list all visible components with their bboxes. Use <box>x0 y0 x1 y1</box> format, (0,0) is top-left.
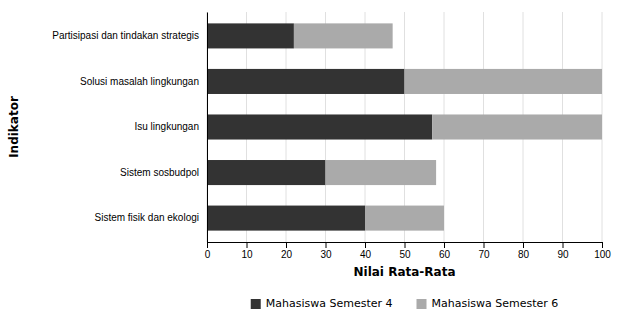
tick: 40 <box>360 242 372 260</box>
tick-label: 50 <box>399 249 411 260</box>
legend-label: Mahasiswa Semester 6 <box>432 297 559 310</box>
y-axis-title: Indikator <box>7 96 21 158</box>
tick: Partisipasi dan tindakan strategis <box>52 30 207 41</box>
bar <box>207 23 294 48</box>
bar <box>365 206 444 231</box>
tick-mark <box>602 242 603 248</box>
tick-label: 70 <box>478 249 490 260</box>
tick: Sistem sosbudpol <box>120 167 207 178</box>
tick-label: Isu lingkungan <box>135 121 200 132</box>
chart: 0 10 20 30 40 50 60 70 80 90 100 Sistem fisik dan e… <box>0 0 624 318</box>
tick: Isu lingkungan <box>135 121 208 132</box>
legend-item: Mahasiswa Semester 6 <box>417 297 559 310</box>
tick-label: 0 <box>205 249 211 260</box>
tick-label: 90 <box>557 249 569 260</box>
x-axis: 0 10 20 30 40 50 60 70 80 90 100 <box>205 242 612 260</box>
tick: 60 <box>439 242 451 260</box>
legend-swatch <box>251 299 261 309</box>
tick-mark <box>286 242 287 248</box>
tick: 30 <box>320 242 332 260</box>
tick-mark <box>523 242 524 248</box>
bar <box>207 206 365 231</box>
tick: 0 <box>205 242 211 260</box>
grid-line <box>207 12 208 242</box>
tick-mark <box>365 242 366 248</box>
legend-swatch <box>417 299 427 309</box>
tick: Sistem fisik dan ekologi <box>95 212 208 223</box>
axis-line <box>207 13 208 243</box>
legend: Mahasiswa Semester 4 Mahasiswa Semester 6 <box>251 297 559 310</box>
y-axis: Sistem fisik dan ekologi Sistem sosbudpol… <box>52 13 207 243</box>
tick-mark <box>444 242 445 248</box>
tick-mark <box>207 242 208 248</box>
tick: Solusi masalah lingkungan <box>80 76 207 87</box>
tick-label: Solusi masalah lingkungan <box>80 76 199 87</box>
series <box>207 23 432 230</box>
tick: 80 <box>518 242 530 260</box>
tick-label: 10 <box>241 249 253 260</box>
tick: 10 <box>241 242 253 260</box>
bar <box>207 160 326 185</box>
tick: 70 <box>478 242 490 260</box>
tick: 90 <box>557 242 569 260</box>
grid <box>207 12 602 242</box>
tick-mark <box>484 242 485 248</box>
x-axis-title: Nilai Rata-Rata <box>354 265 456 279</box>
bar <box>207 69 405 94</box>
tick-label: 40 <box>360 249 372 260</box>
legend-label: Mahasiswa Semester 4 <box>266 297 393 310</box>
tick-label: 30 <box>320 249 332 260</box>
tick-label: 100 <box>594 249 611 260</box>
tick-label: Sistem fisik dan ekologi <box>95 212 200 223</box>
tick: 20 <box>281 242 293 260</box>
tick-label: Partisipasi dan tindakan strategis <box>52 30 199 41</box>
tick-mark <box>326 242 327 248</box>
tick-label: 20 <box>281 249 293 260</box>
bars <box>207 23 602 230</box>
tick: 50 <box>399 242 411 260</box>
plot: 0 10 20 30 40 50 60 70 80 90 100 Sistem fisik dan e… <box>52 12 611 279</box>
bar <box>405 69 603 94</box>
tick-mark <box>563 242 564 248</box>
legend-item: Mahasiswa Semester 4 <box>251 297 393 310</box>
tick-label: 80 <box>518 249 530 260</box>
bar <box>432 114 602 139</box>
axis-line <box>208 243 603 249</box>
bar <box>294 23 393 48</box>
tick-mark <box>405 242 406 248</box>
series <box>294 23 602 230</box>
tick-mark <box>247 242 248 248</box>
tick-label: Sistem sosbudpol <box>120 167 199 178</box>
bar <box>326 160 437 185</box>
tick-label: 60 <box>439 249 451 260</box>
tick: 100 <box>594 242 611 260</box>
bar <box>207 114 432 139</box>
